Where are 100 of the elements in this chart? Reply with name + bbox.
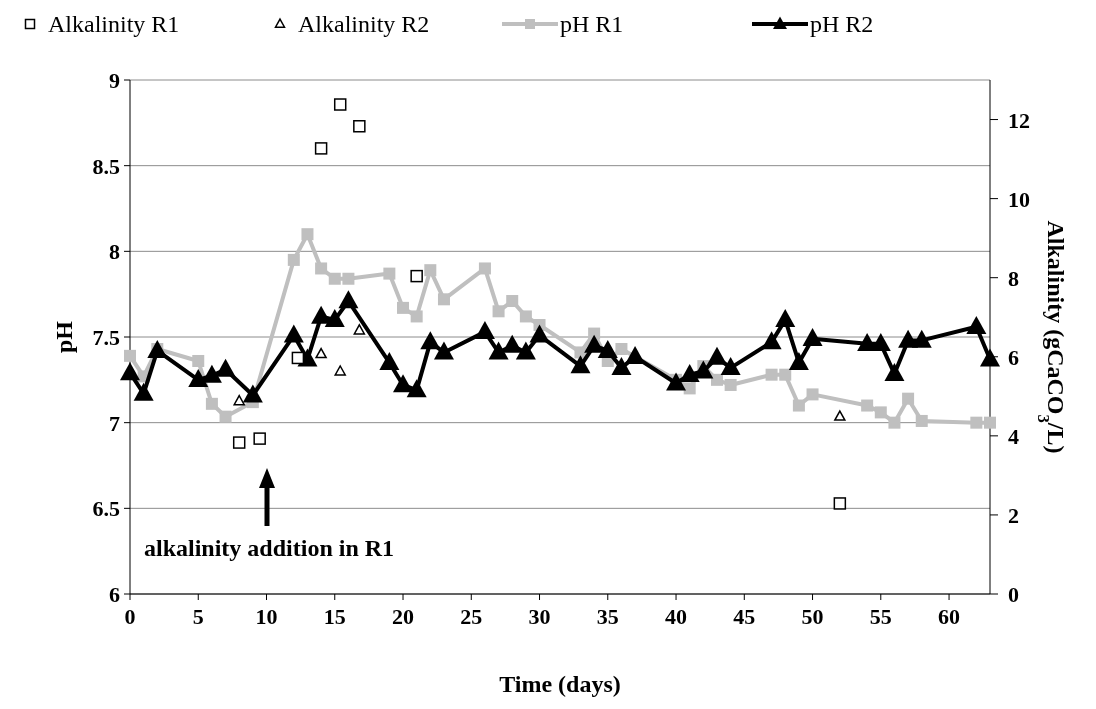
point [488,341,509,360]
point [420,331,441,350]
point [529,324,550,343]
point [397,301,410,314]
point [433,341,454,360]
point [574,346,587,359]
point [888,416,901,429]
point [353,324,366,335]
point [437,293,450,306]
point [232,436,246,449]
point [233,394,245,406]
point [802,327,823,346]
point [710,373,723,386]
point [861,399,874,412]
point [474,321,495,340]
point [775,309,796,328]
y2-tick-label: 12 [1008,107,1030,133]
point [706,346,727,365]
point [124,349,136,362]
point [792,399,805,412]
legend-label: Alkalinity R2 [298,11,430,37]
point [761,331,782,350]
point [314,142,328,155]
point [679,363,700,382]
point [779,368,792,381]
point [301,228,314,241]
point [410,269,423,283]
point [315,347,327,359]
y-tick-label: 7 [109,410,120,436]
y-axis-title: pH [51,320,77,354]
x-tick-label: 5 [192,604,204,629]
point [287,253,300,266]
point [966,315,987,334]
point [215,358,236,377]
point [884,363,905,382]
point [693,360,714,379]
x-tick-label: 30 [528,604,551,629]
y2-tick-label: 4 [1008,423,1019,449]
x-tick-label: 10 [255,604,278,629]
x-tick-label: 15 [323,604,346,629]
point [410,310,423,323]
x-tick-label: 40 [665,604,688,629]
point [724,378,737,391]
legend-label: Alkalinity R1 [48,11,180,37]
y-tick-label: 8 [109,239,120,265]
x-tick-label: 20 [392,604,415,629]
y2-tick-label: 8 [1008,265,1019,291]
point [311,305,332,324]
y-tick-label: 9 [109,68,120,93]
point [720,357,741,376]
y2-tick-label: 2 [1008,502,1019,528]
x-axis-title: Time (days) [499,671,621,697]
point [666,372,687,391]
point [379,351,400,370]
point [506,295,519,308]
point [788,351,809,370]
y2-tick-label: 0 [1008,582,1019,607]
point [328,272,341,285]
point [291,351,305,365]
point [383,267,396,280]
point [980,348,1000,367]
y2-tick-label: 6 [1008,344,1019,370]
point [424,264,437,277]
point [833,497,847,510]
point [201,364,222,383]
point [192,354,205,367]
point [188,369,209,388]
point [570,355,591,374]
x-tick-label: 35 [596,604,619,629]
point [333,98,347,111]
legend-label: pH R2 [810,11,874,37]
x-tick-label: 55 [869,604,892,629]
point [806,388,819,401]
point [611,357,632,376]
x-tick-label: 45 [733,604,756,629]
point [253,432,266,445]
x-tick-label: 0 [124,604,136,629]
point [625,345,646,364]
point [584,334,605,353]
point [324,309,345,328]
y-tick-label: 8.5 [92,153,120,179]
point [765,368,778,381]
point [597,339,618,358]
point [874,406,887,419]
point [834,410,846,421]
point [120,362,140,381]
legend-label: pH R1 [560,11,624,37]
annotation: alkalinity addition in R1 [144,535,395,561]
point [902,392,915,405]
point [338,290,359,309]
point [315,262,328,275]
point [911,329,932,348]
point [205,397,218,410]
point [219,410,232,423]
point [683,382,696,395]
point [502,334,523,353]
y-tick-label: 6 [109,582,120,607]
point [492,305,505,318]
point [342,272,355,285]
y-tick-label: 7.5 [92,325,120,350]
